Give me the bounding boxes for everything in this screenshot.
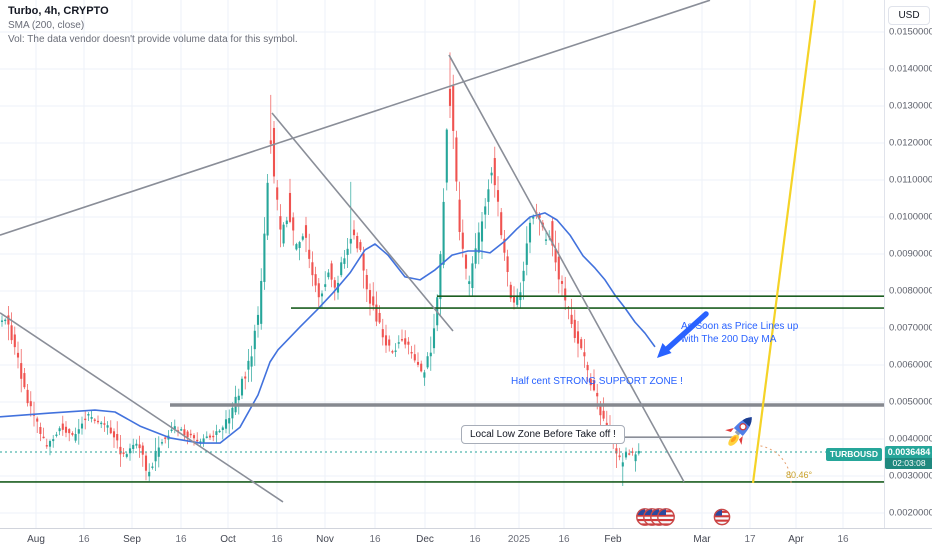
price-tick-label: 0.0020000 (889, 507, 932, 519)
price-tick-label: 0.0110000 (889, 174, 932, 186)
price-tick-label: 0.0070000 (889, 322, 932, 334)
annotation-200dma-line2: with The 200 Day MA (681, 334, 777, 345)
price-tick-label: 0.0100000 (889, 211, 932, 223)
sma-200-line[interactable] (0, 212, 656, 444)
angle-value-label: 80.46° (786, 470, 813, 480)
time-tick-label: 16 (837, 534, 849, 545)
price-tick-label: 0.0050000 (889, 396, 932, 408)
time-tick-label: 16 (558, 534, 570, 545)
currency-usd-button[interactable]: USD (888, 6, 930, 25)
candles (0, 52, 640, 486)
time-tick-label: Aug (27, 534, 45, 545)
time-tick-label: 16 (175, 534, 187, 545)
candlestick-chart[interactable]: 80.46° (0, 0, 884, 528)
study-sma-row[interactable]: SMA (200, close) (8, 20, 85, 31)
rocket-icon[interactable] (725, 410, 760, 448)
time-tick-label: Sep (123, 534, 141, 545)
price-tick-label: 0.0120000 (889, 137, 932, 149)
grid-lines (0, 0, 884, 528)
bar-countdown: 02:03:08 (885, 458, 932, 469)
time-tick-label: 17 (744, 534, 756, 545)
last-price-badge: 0.0036484 02:03:08 (885, 446, 932, 469)
price-tick-label: 0.0090000 (889, 248, 932, 260)
price-tick-label: 0.0080000 (889, 285, 932, 297)
time-tick-label: 2025 (507, 534, 531, 545)
time-tick-label: 16 (369, 534, 381, 545)
aug-descending[interactable] (0, 312, 284, 503)
time-tick-label: Mar (693, 534, 711, 545)
us-flag-icon[interactable] (713, 508, 731, 526)
dec-peak-downtrend[interactable] (448, 54, 685, 483)
time-tick-label: Nov (316, 534, 334, 545)
price-tick-label: 0.0150000 (889, 26, 932, 38)
time-tick-label: Apr (788, 534, 804, 545)
price-tick-label: 0.0140000 (889, 63, 932, 75)
time-tick-label: 16 (271, 534, 283, 545)
flag-stickers[interactable] (636, 508, 731, 526)
annotation-local-low-box[interactable]: Local Low Zone Before Take off ! (461, 425, 625, 444)
annotation-200dma[interactable]: As Soon as Price Lines up with The 200 D… (681, 320, 798, 346)
legend: Turbo, 4h, CRYPTO SMA (200, close) Vol: … (8, 5, 298, 46)
chart-canvas[interactable]: 80.46° (0, 0, 884, 528)
price-tick-label: 0.0060000 (889, 359, 932, 371)
trendlines[interactable] (0, 0, 711, 503)
price-tick-label: 0.0130000 (889, 100, 932, 112)
us-flag-icon-group[interactable] (636, 508, 675, 526)
annotation-half-cent-support[interactable]: Half cent STRONG SUPPORT ZONE ! (511, 376, 683, 387)
symbol-axis-chip: TURBOUSD (825, 448, 882, 461)
long-ascending[interactable] (0, 0, 711, 236)
time-tick-label: Oct (220, 534, 236, 545)
annotation-200dma-line1: As Soon as Price Lines up (681, 321, 799, 332)
time-tick-label: Dec (416, 534, 434, 545)
price-tick-label: 0.0030000 (889, 470, 932, 482)
time-axis[interactable]: Aug 16 Sep 16 Oct 16 Nov 16 Dec 16 2025 16 Feb Mar 17 A… (0, 528, 932, 550)
down-left-arrow[interactable] (657, 311, 709, 358)
time-tick-label: 16 (78, 534, 90, 545)
oct-peak-downtrend[interactable] (271, 112, 454, 332)
last-price-value: 0.0036484 (887, 447, 931, 457)
price-tick-label: 0.0040000 (889, 433, 932, 445)
trend-angle-tool[interactable]: 80.46° (751, 0, 817, 484)
volume-status-message: Vol: The data vendor doesn't provide vol… (8, 34, 298, 45)
time-tick-label: 16 (469, 534, 481, 545)
time-tick-label: Feb (604, 534, 622, 545)
symbol-title[interactable]: Turbo, 4h, CRYPTO (8, 5, 109, 17)
price-axis[interactable]: USD 0.0036484 02:03:08 0.0150000 0.014000… (884, 0, 932, 528)
